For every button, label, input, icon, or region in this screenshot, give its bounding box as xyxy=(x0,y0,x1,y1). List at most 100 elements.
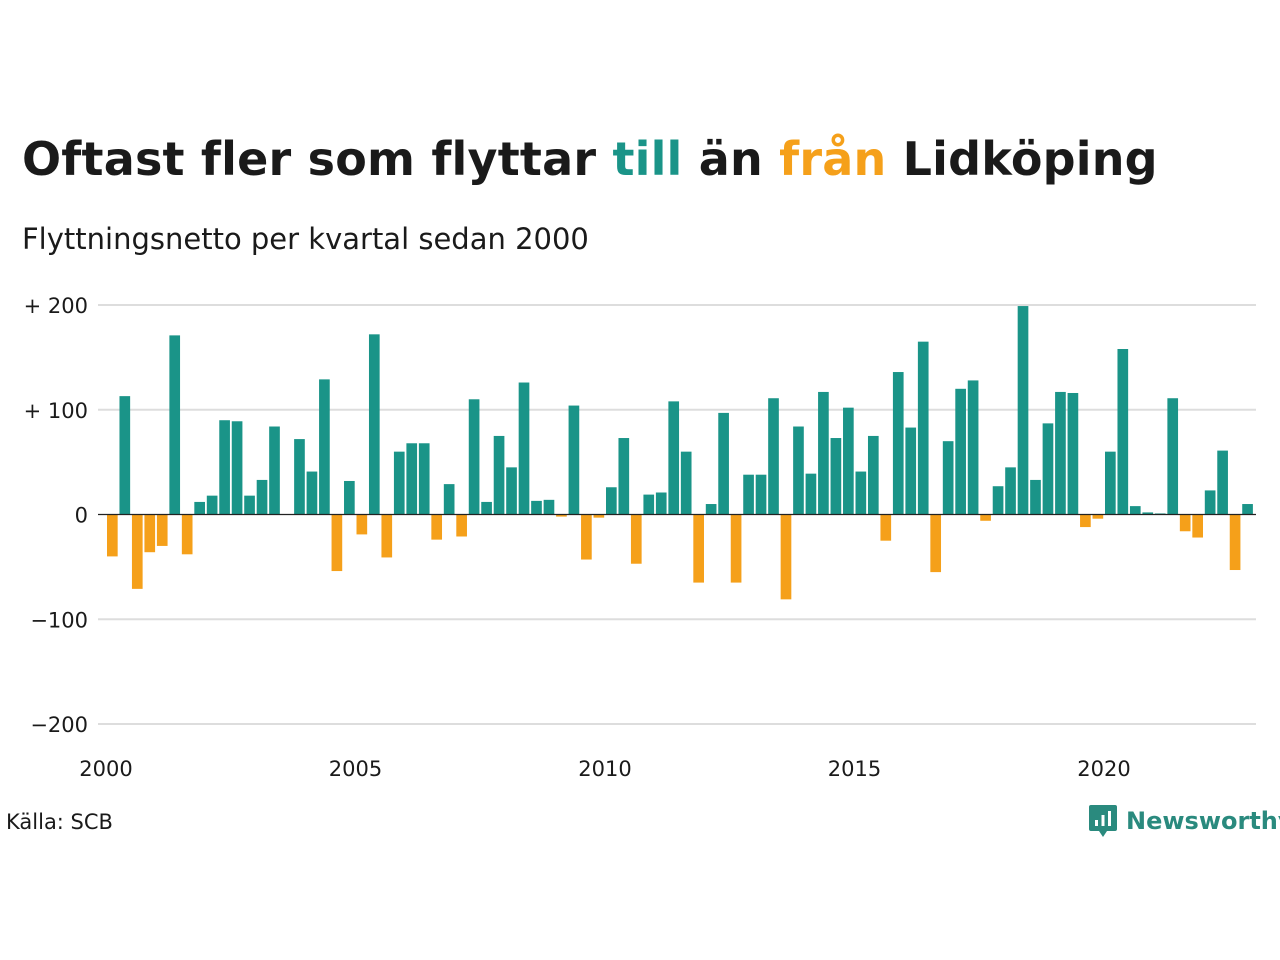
bar xyxy=(643,494,655,515)
bar xyxy=(905,427,917,515)
bar xyxy=(967,380,979,515)
bar xyxy=(730,514,742,583)
bar xyxy=(156,514,168,546)
bar xyxy=(194,501,205,515)
bar xyxy=(768,398,779,515)
bar xyxy=(705,504,717,515)
bar xyxy=(930,514,942,573)
y-tick-label: 0 xyxy=(75,504,88,528)
bar xyxy=(481,501,492,515)
title-part-3: Lidköping xyxy=(886,132,1158,186)
newsworthy-logo-icon xyxy=(1089,805,1117,837)
bar xyxy=(568,405,580,515)
bar xyxy=(755,474,767,515)
bar xyxy=(743,474,754,515)
bar xyxy=(668,401,680,515)
bar xyxy=(269,426,280,515)
x-tick-label: 2000 xyxy=(79,757,132,781)
x-tick-label: 2020 xyxy=(1077,757,1130,781)
bar xyxy=(531,500,542,515)
y-axis-ticks: + 200 + 100 0 −100 −200 xyxy=(24,294,88,737)
title-fran: från xyxy=(779,132,887,186)
y-tick-label: + 200 xyxy=(24,294,88,318)
y-tick-label: −200 xyxy=(30,713,88,737)
bar xyxy=(693,514,704,583)
bar xyxy=(1017,306,1029,515)
bar xyxy=(231,421,243,515)
bar xyxy=(1055,391,1066,515)
bar xyxy=(955,388,966,515)
bar xyxy=(780,514,792,600)
bar xyxy=(1229,514,1241,571)
title-till: till xyxy=(612,132,683,186)
source-note: Källa: SCB xyxy=(6,810,113,834)
x-tick-label: 2005 xyxy=(329,757,382,781)
bar xyxy=(892,372,904,515)
bar xyxy=(917,341,929,515)
bar xyxy=(880,514,892,541)
bar xyxy=(1217,450,1228,515)
bar xyxy=(219,420,230,515)
bar xyxy=(344,480,355,515)
bar xyxy=(1067,392,1079,515)
bar xyxy=(680,451,692,515)
bar xyxy=(1030,479,1041,515)
bar xyxy=(818,391,829,515)
bar xyxy=(107,514,118,557)
x-tick-label: 2010 xyxy=(578,757,631,781)
title-part-2: än xyxy=(682,132,780,186)
bar xyxy=(1179,514,1191,532)
bar xyxy=(431,514,443,540)
bar xyxy=(144,514,156,553)
bar xyxy=(867,435,879,515)
bar xyxy=(1092,514,1104,519)
bar xyxy=(506,467,517,515)
bar xyxy=(942,441,954,515)
bar xyxy=(556,514,567,517)
bar xyxy=(356,514,368,535)
bar xyxy=(618,438,630,515)
bar xyxy=(830,438,842,515)
bar xyxy=(518,382,530,515)
bar xyxy=(306,471,318,515)
bar xyxy=(1105,451,1116,515)
bar xyxy=(1192,514,1203,538)
bar xyxy=(493,435,505,515)
brand-name: Newsworthy xyxy=(1126,807,1280,835)
bar xyxy=(593,514,605,518)
bar xyxy=(606,487,617,515)
bar xyxy=(331,514,343,572)
bar xyxy=(1204,490,1216,515)
bar xyxy=(443,484,455,515)
bar xyxy=(1005,467,1016,515)
bar xyxy=(843,407,854,515)
bar-chart: + 200 + 100 0 −100 −200 2000 2005 2010 2015 2020 xyxy=(24,294,1256,781)
bar xyxy=(244,495,255,515)
bars xyxy=(107,306,1253,600)
bar xyxy=(368,334,380,515)
bar xyxy=(655,492,667,515)
bar xyxy=(206,495,218,515)
bar xyxy=(980,514,991,521)
bar xyxy=(169,335,181,515)
x-tick-label: 2015 xyxy=(828,757,881,781)
bar xyxy=(805,473,817,515)
bar xyxy=(543,499,555,515)
bar xyxy=(1042,423,1054,515)
bar xyxy=(406,443,418,515)
bar xyxy=(1242,504,1253,515)
bar xyxy=(319,379,330,515)
bar xyxy=(1129,506,1141,515)
bar xyxy=(630,514,642,564)
bar xyxy=(581,514,592,560)
bar xyxy=(468,399,480,515)
chart-title: Oftast fler som flyttar till än från Lid… xyxy=(22,132,1158,186)
y-tick-label: + 100 xyxy=(24,399,88,423)
bar xyxy=(855,471,867,515)
bar xyxy=(294,439,305,515)
bar xyxy=(456,514,467,537)
bar xyxy=(418,443,430,515)
y-tick-label: −100 xyxy=(30,608,88,632)
bar xyxy=(1117,349,1129,515)
bar xyxy=(992,486,1004,515)
